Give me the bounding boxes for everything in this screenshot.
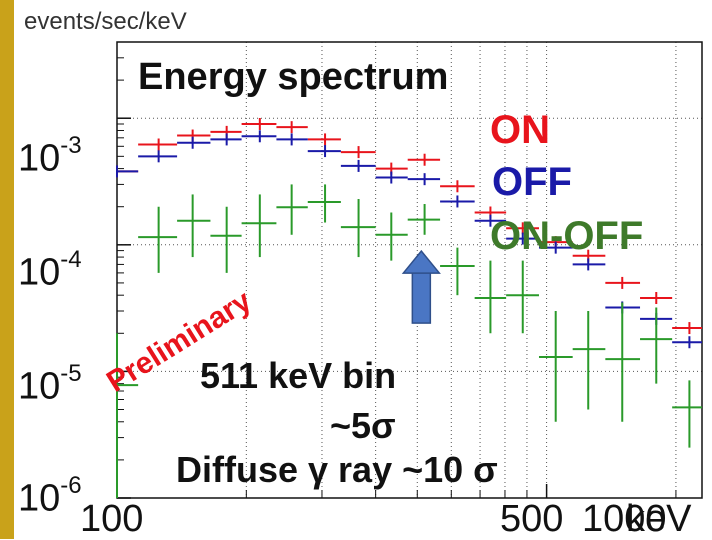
arrow-icon xyxy=(401,249,441,324)
y-tick-label: 10-5 xyxy=(18,360,82,408)
y-tick-label: 10-3 xyxy=(18,132,82,180)
y-tick-label: 10-4 xyxy=(18,246,82,294)
chart-title: Energy spectrum xyxy=(138,56,449,98)
arrow-shaft xyxy=(411,270,432,324)
plot-frame xyxy=(116,41,703,499)
slide-accent-bar xyxy=(0,0,14,539)
legend-on-off: ON-OFF xyxy=(490,214,644,258)
x-tick-label: 100 xyxy=(80,498,144,540)
x-unit-label: keV xyxy=(626,498,692,540)
annotation-diffuse-gamma: Diffuse γ ray ~10 σ xyxy=(176,449,498,490)
x-tick-label: 1000 xyxy=(582,498,667,540)
annotation-significance: ~5σ xyxy=(330,405,396,446)
annotation-511-kev-bin: 511 keV bin xyxy=(200,355,397,396)
axes xyxy=(116,41,703,499)
y-tick-label: 10-6 xyxy=(18,472,82,520)
series-layer xyxy=(116,118,702,498)
legend-on: ON xyxy=(490,108,550,152)
y-axis-label: events/sec/keV xyxy=(24,8,187,35)
legend-off: OFF xyxy=(492,160,572,204)
arrow-layer xyxy=(401,249,441,324)
x-tick-label: 500 xyxy=(500,498,564,540)
arrow-head xyxy=(401,249,441,274)
